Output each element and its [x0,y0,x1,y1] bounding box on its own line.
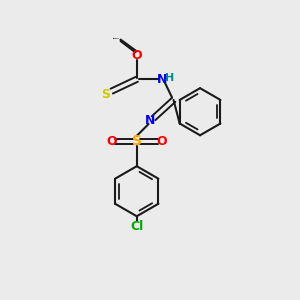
Text: Cl: Cl [130,220,143,233]
Text: methoxy: methoxy [113,38,119,39]
Text: N: N [157,73,167,86]
Text: O: O [106,135,117,148]
Text: O: O [157,135,167,148]
Text: N: N [145,114,155,127]
Text: O: O [131,49,142,62]
Text: H: H [165,73,175,83]
Text: S: S [101,88,110,100]
Text: S: S [132,134,142,148]
